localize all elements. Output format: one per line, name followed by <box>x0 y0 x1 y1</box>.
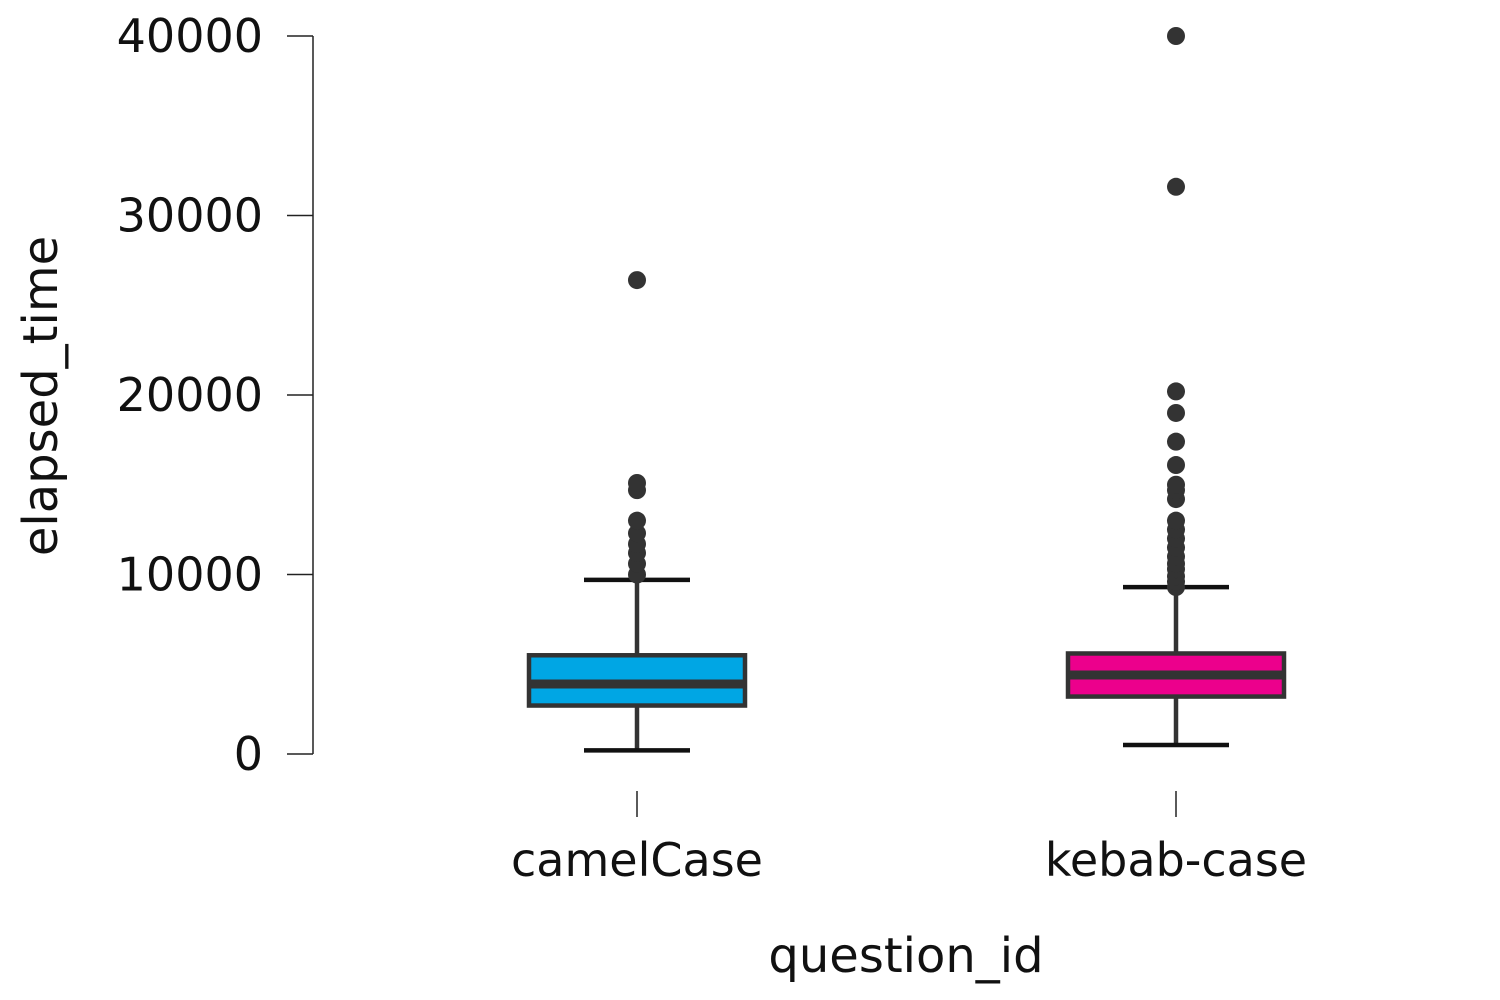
outlier-point <box>1167 511 1185 530</box>
y-tick-label: 0 <box>234 727 263 781</box>
x-axis: camelCase kebab-case <box>511 791 1307 887</box>
x-tick-label: camelCase <box>511 833 763 887</box>
outlier-point <box>1167 456 1185 475</box>
y-tick-label: 20000 <box>117 368 263 422</box>
outlier-point <box>1167 403 1185 422</box>
outlier-point <box>628 524 646 543</box>
y-tick-label: 40000 <box>117 9 263 63</box>
x-axis-label: question_id <box>768 928 1043 984</box>
boxes <box>526 27 1287 753</box>
outlier-point <box>628 511 646 530</box>
outlier-point <box>628 473 646 492</box>
outlier-point <box>1167 475 1185 494</box>
box-camelcase <box>526 271 748 753</box>
outlier-point <box>1167 27 1185 45</box>
y-axis: 0 10000 20000 30000 40000 <box>117 9 314 781</box>
box-kebab-case <box>1065 27 1287 748</box>
x-tick-label: kebab-case <box>1045 833 1307 887</box>
y-axis-label: elapsed_time <box>13 236 69 556</box>
outlier-point <box>1167 382 1185 401</box>
y-tick-label: 10000 <box>117 548 263 602</box>
outlier-point <box>628 271 646 290</box>
outlier-point <box>1167 177 1185 196</box>
outlier-point <box>1167 432 1185 451</box>
y-tick-label: 30000 <box>117 189 263 243</box>
